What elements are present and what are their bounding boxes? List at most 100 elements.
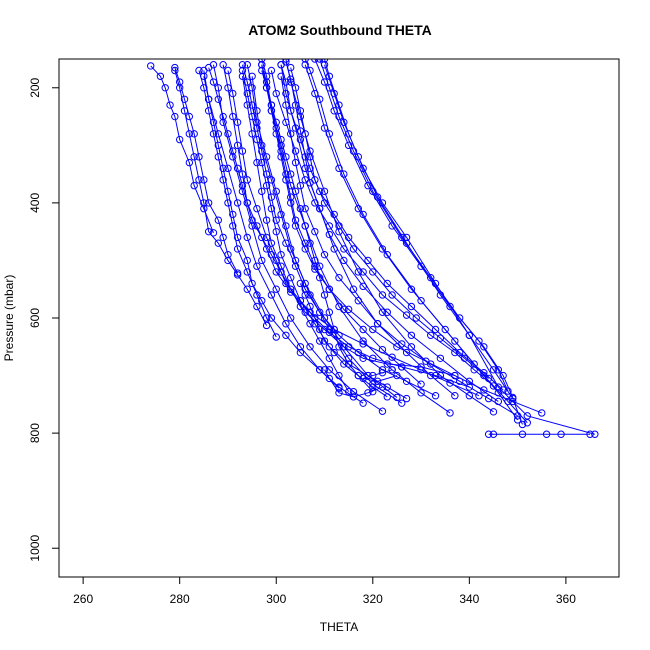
- data-point: [325, 308, 334, 316]
- data-point: [219, 176, 227, 184]
- data-point: [359, 268, 367, 276]
- data-point: [267, 204, 276, 213]
- data-point: [513, 412, 522, 420]
- data-point: [499, 386, 507, 394]
- data-point: [451, 392, 459, 400]
- data-point: [301, 285, 309, 293]
- data-point: [291, 222, 300, 230]
- data-point: [233, 141, 242, 150]
- data-point: [204, 107, 213, 115]
- data-point: [195, 66, 203, 75]
- series-line: [285, 61, 499, 402]
- data-point: [267, 101, 276, 109]
- data-point: [494, 397, 503, 406]
- data-point: [301, 222, 309, 230]
- data-point: [296, 135, 305, 144]
- data-point: [185, 130, 194, 138]
- data-point: [243, 199, 251, 207]
- data-point: [465, 392, 474, 400]
- data-point: [296, 279, 305, 288]
- data-point: [320, 199, 329, 207]
- data-point: [480, 386, 488, 394]
- data-point: [287, 193, 295, 201]
- data-point: [335, 371, 343, 380]
- x-tick-label: 340: [459, 592, 479, 606]
- data-point: [523, 419, 531, 427]
- series-5: [311, 59, 512, 395]
- data-point: [489, 382, 498, 390]
- data-point: [287, 63, 295, 72]
- data-point: [340, 360, 348, 368]
- data-point: [287, 285, 295, 293]
- data-point: [538, 409, 546, 417]
- data-point: [243, 101, 251, 109]
- data-point: [359, 325, 367, 334]
- data-point: [258, 158, 266, 167]
- data-point: [306, 147, 314, 155]
- data-point: [287, 130, 295, 138]
- data-point: [398, 399, 406, 407]
- data-point: [243, 89, 251, 98]
- data-point: [330, 348, 338, 357]
- data-point: [489, 408, 498, 416]
- data-point: [180, 95, 189, 103]
- data-point: [301, 204, 309, 213]
- data-point: [175, 135, 184, 144]
- data-point: [388, 222, 396, 230]
- data-point: [306, 153, 314, 161]
- data-point: [383, 360, 391, 368]
- y-axis: 200 400 600 800 1000: [28, 77, 59, 562]
- data-point: [233, 164, 242, 173]
- data-point: [291, 84, 300, 92]
- series-line: [246, 64, 403, 404]
- data-point: [258, 66, 266, 75]
- data-point: [219, 233, 227, 242]
- data-point: [156, 72, 165, 80]
- data-point: [311, 262, 319, 270]
- data-point: [209, 78, 218, 86]
- series-31: [204, 63, 353, 396]
- data-point: [542, 430, 551, 438]
- data-point: [296, 181, 305, 190]
- data-point: [248, 279, 256, 288]
- data-point: [291, 256, 300, 265]
- data-point: [340, 305, 348, 314]
- data-point: [509, 397, 517, 406]
- data-point: [204, 227, 213, 236]
- series-22: [238, 72, 459, 380]
- data-point: [315, 337, 324, 345]
- data-point: [195, 153, 203, 161]
- data-point: [484, 430, 493, 438]
- data-point: [243, 256, 251, 265]
- data-point: [388, 353, 396, 361]
- data-point: [465, 383, 474, 391]
- data-point: [214, 239, 223, 247]
- data-point: [344, 360, 353, 368]
- data-point: [489, 430, 498, 438]
- data-point: [229, 153, 237, 161]
- data-point: [335, 274, 343, 282]
- data-point: [402, 377, 411, 386]
- data-point: [224, 250, 232, 259]
- data-point: [161, 84, 169, 92]
- series-15: [171, 66, 271, 330]
- data-point: [253, 262, 261, 270]
- data-point: [349, 387, 358, 396]
- data-point: [388, 291, 396, 299]
- data-point: [243, 61, 251, 69]
- data-point: [267, 193, 276, 201]
- data-point: [499, 371, 507, 380]
- data-point: [301, 239, 309, 247]
- data-point: [229, 112, 237, 121]
- data-point: [340, 343, 348, 351]
- data-point: [369, 325, 377, 334]
- data-point: [282, 222, 290, 230]
- data-point: [190, 130, 198, 138]
- data-point: [369, 383, 377, 391]
- y-tick-label: 200: [28, 77, 42, 97]
- data-point: [364, 389, 372, 397]
- data-point: [282, 59, 290, 66]
- data-point: [185, 112, 194, 121]
- series-23: [238, 61, 440, 400]
- data-point: [287, 245, 295, 253]
